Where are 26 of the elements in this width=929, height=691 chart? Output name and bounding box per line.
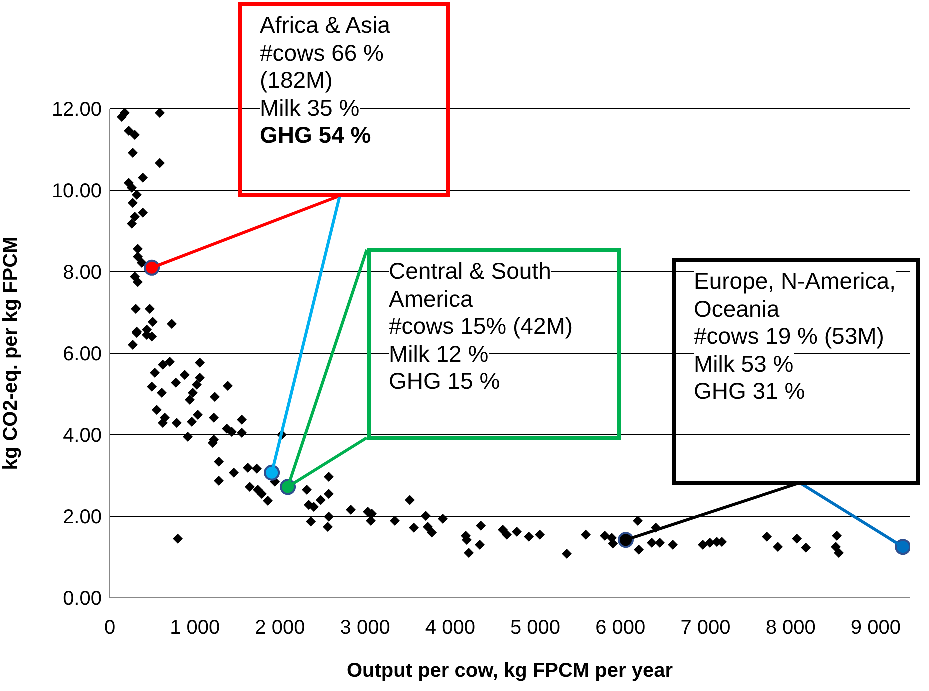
x-tick-label: 7 000: [680, 617, 731, 640]
x-tick-label: 3 000: [340, 617, 390, 640]
y-tick-label: 2.00: [63, 506, 102, 529]
y-tick-label: 8.00: [63, 262, 102, 284]
y-tick-label: 6.00: [63, 344, 102, 366]
x-tick-label: 4 000: [425, 617, 476, 640]
y-tick-label: 0.00: [63, 588, 102, 610]
x-tick-label: 0: [104, 617, 116, 640]
y-axis-title: kg CO2-eq. per kg FPCM: [0, 236, 22, 470]
y-tick-label: 4.00: [63, 425, 102, 448]
x-tick-label: 9 000: [850, 617, 901, 640]
x-tick-label: 5 000: [510, 617, 561, 640]
annotation: Africa & Asia #cows 66 % (182M) Milk 35 % GHG 54 %: [260, 12, 390, 148]
x-tick-label: 8 000: [766, 617, 816, 640]
point: [144, 260, 160, 276]
x-tick-label: 6 000: [596, 617, 646, 640]
y-tick-label: 10.00: [52, 180, 102, 203]
annotation: Europe, N-America, Oceania #cows 19 % (53M) Milk 53 % GHG 31 %: [694, 268, 896, 404]
x-tick-label: 1 000: [170, 617, 220, 640]
annotation: Central & South America #cows 15% (42M) Milk 12 % GHG 15 %: [388, 258, 574, 394]
x-tick-label: 2 000: [255, 617, 306, 640]
point: [895, 539, 910, 556]
x-axis-title: Output per cow, kg FPCM per year: [347, 660, 674, 682]
y-tick-label: 12.00: [52, 99, 102, 122]
point: [264, 464, 280, 481]
point: [618, 532, 634, 548]
